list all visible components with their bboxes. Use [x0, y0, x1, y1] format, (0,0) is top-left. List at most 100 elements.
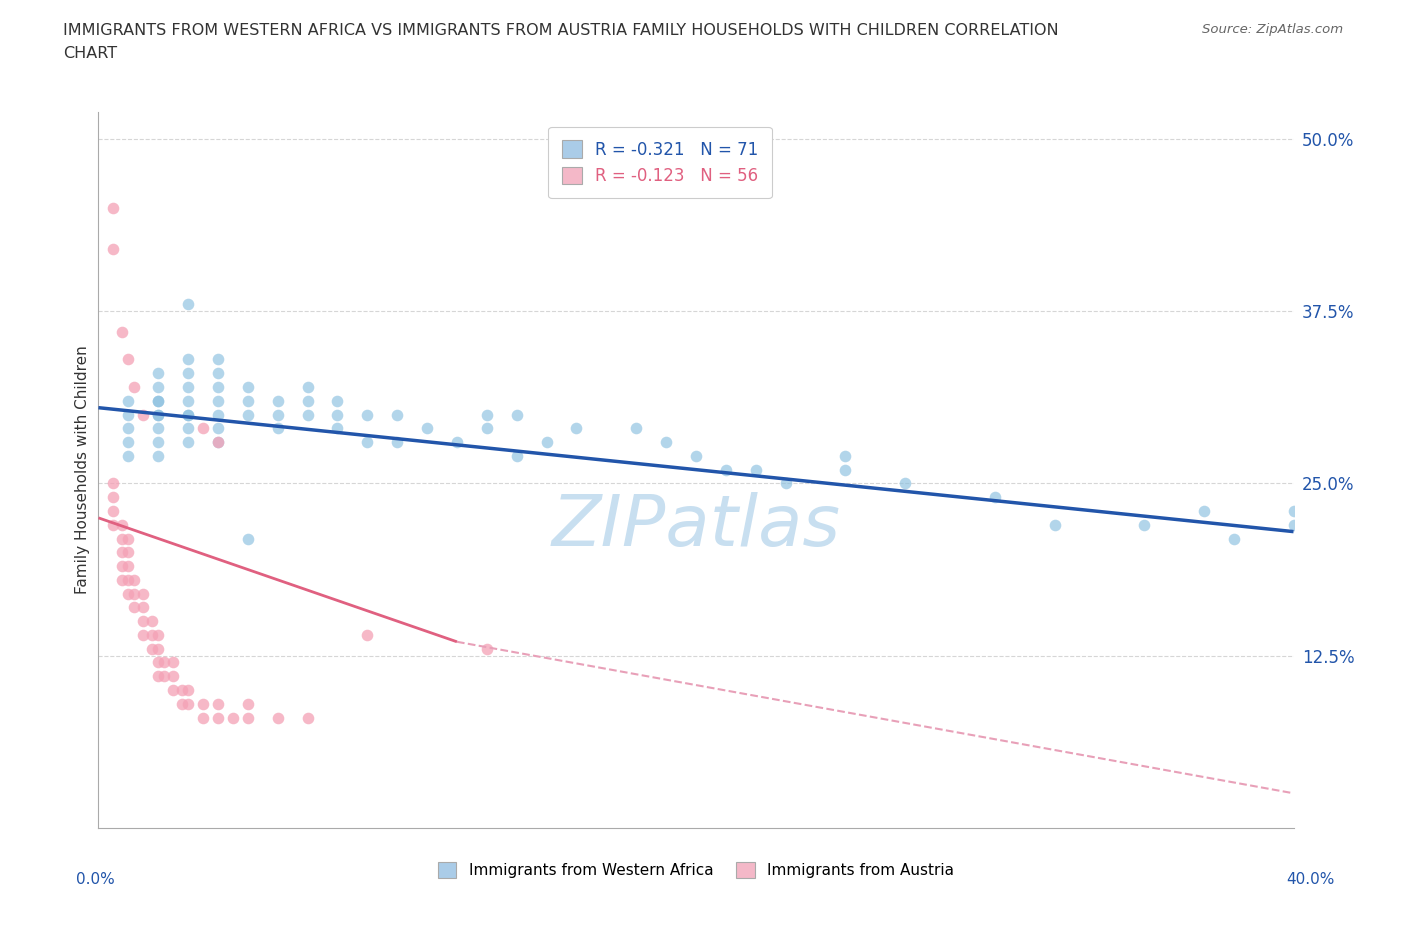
Point: [162, 683, 184, 698]
Text: 0.0%: 0.0%: [76, 872, 115, 887]
Point: [297, 407, 319, 422]
Point: [132, 407, 155, 422]
Point: [148, 407, 170, 422]
Point: [416, 421, 439, 436]
Text: CHART: CHART: [63, 46, 117, 61]
Point: [326, 407, 349, 422]
Point: [148, 434, 170, 449]
Point: [148, 393, 170, 408]
Point: [153, 669, 176, 684]
Point: [103, 517, 125, 532]
Point: [536, 434, 558, 449]
Point: [745, 462, 768, 477]
Point: [103, 476, 125, 491]
Point: [117, 434, 139, 449]
Text: Source: ZipAtlas.com: Source: ZipAtlas.com: [1202, 23, 1343, 36]
Point: [207, 407, 229, 422]
Point: [124, 379, 146, 394]
Point: [1043, 517, 1066, 532]
Point: [117, 393, 139, 408]
Point: [117, 448, 139, 463]
Point: [117, 586, 139, 601]
Point: [124, 600, 146, 615]
Point: [356, 407, 378, 422]
Point: [103, 201, 125, 216]
Point: [132, 600, 155, 615]
Point: [148, 379, 170, 394]
Point: [984, 490, 1007, 505]
Point: [124, 572, 146, 587]
Point: [267, 421, 290, 436]
Point: [148, 393, 170, 408]
Point: [117, 421, 139, 436]
Point: [267, 711, 290, 725]
Point: [103, 490, 125, 505]
Text: IMMIGRANTS FROM WESTERN AFRICA VS IMMIGRANTS FROM AUSTRIA FAMILY HOUSEHOLDS WITH: IMMIGRANTS FROM WESTERN AFRICA VS IMMIGR…: [63, 23, 1059, 38]
Point: [148, 365, 170, 380]
Point: [153, 655, 176, 670]
Point: [207, 434, 229, 449]
Point: [132, 628, 155, 643]
Point: [117, 352, 139, 367]
Point: [111, 559, 134, 574]
Point: [111, 572, 134, 587]
Point: [141, 642, 163, 657]
Point: [103, 242, 125, 257]
Point: [207, 697, 229, 711]
Point: [177, 697, 200, 711]
Point: [565, 421, 588, 436]
Point: [236, 531, 259, 546]
Point: [172, 697, 194, 711]
Point: [148, 669, 170, 684]
Point: [894, 476, 917, 491]
Point: [132, 614, 155, 629]
Point: [148, 655, 170, 670]
Y-axis label: Family Households with Children: Family Households with Children: [75, 345, 90, 594]
Point: [177, 683, 200, 698]
Point: [177, 393, 200, 408]
Point: [1282, 503, 1305, 518]
Point: [177, 365, 200, 380]
Point: [297, 393, 319, 408]
Point: [117, 531, 139, 546]
Point: [148, 448, 170, 463]
Point: [207, 393, 229, 408]
Point: [1192, 503, 1215, 518]
Point: [148, 421, 170, 436]
Point: [475, 642, 498, 657]
Legend: Immigrants from Western Africa, Immigrants from Austria: Immigrants from Western Africa, Immigran…: [432, 857, 960, 884]
Point: [162, 669, 184, 684]
Point: [207, 352, 229, 367]
Point: [117, 559, 139, 574]
Point: [124, 586, 146, 601]
Point: [148, 407, 170, 422]
Point: [177, 352, 200, 367]
Point: [326, 393, 349, 408]
Point: [111, 545, 134, 560]
Point: [177, 407, 200, 422]
Point: [111, 325, 134, 339]
Text: ZIPatlas: ZIPatlas: [551, 493, 841, 562]
Point: [117, 407, 139, 422]
Point: [834, 462, 856, 477]
Point: [207, 379, 229, 394]
Point: [207, 711, 229, 725]
Point: [685, 448, 707, 463]
Point: [267, 407, 290, 422]
Point: [191, 711, 214, 725]
Point: [236, 393, 259, 408]
Point: [177, 421, 200, 436]
Point: [1223, 531, 1246, 546]
Point: [132, 586, 155, 601]
Point: [177, 407, 200, 422]
Point: [506, 448, 529, 463]
Point: [191, 697, 214, 711]
Point: [356, 628, 378, 643]
Point: [236, 697, 259, 711]
Point: [148, 628, 170, 643]
Point: [111, 517, 134, 532]
Point: [326, 421, 349, 436]
Point: [148, 642, 170, 657]
Point: [207, 365, 229, 380]
Point: [655, 434, 678, 449]
